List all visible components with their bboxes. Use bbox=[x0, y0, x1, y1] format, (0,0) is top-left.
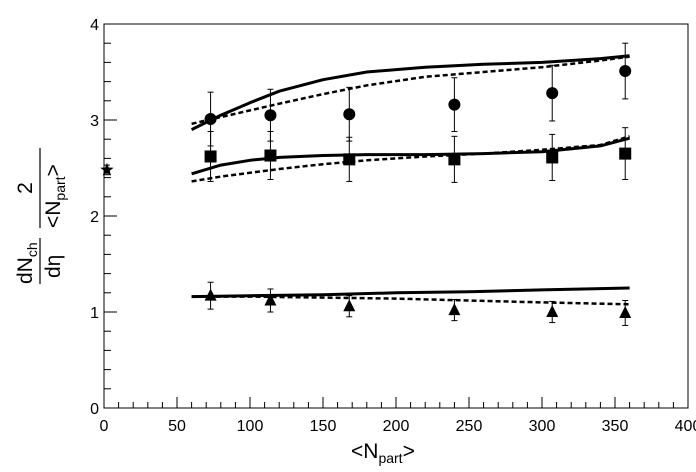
y-axis-title-numerator-sub: ch bbox=[24, 242, 40, 257]
x-tick-label: 350 bbox=[602, 418, 629, 435]
data-point-square bbox=[619, 147, 632, 160]
svg-text:<Npart>: <Npart> bbox=[351, 440, 415, 466]
model-curve-dashed bbox=[191, 295, 630, 306]
data-point-triangle bbox=[204, 288, 217, 301]
data-point-circle bbox=[619, 65, 632, 78]
x-tick-label: 100 bbox=[237, 418, 264, 435]
y-axis-title-factor-numerator: 2 bbox=[14, 182, 37, 194]
axis-ticks bbox=[103, 23, 689, 409]
data-point-circle bbox=[264, 109, 277, 122]
y-tick-label: 4 bbox=[90, 17, 99, 34]
y-axis-title-numerator: dN bbox=[14, 257, 37, 284]
x-tick-label: 200 bbox=[383, 418, 410, 435]
data-point-circle bbox=[343, 108, 356, 121]
svg-text:<Npart>: <Npart> bbox=[42, 164, 68, 228]
data-point-triangle bbox=[448, 303, 461, 316]
y-tick-label: 3 bbox=[90, 113, 99, 130]
model-curve-dashed bbox=[191, 55, 630, 126]
y-tick-label: 0 bbox=[90, 401, 99, 418]
y-axis-title-factor-denominator-suffix: > bbox=[42, 164, 65, 176]
svg-text:dNch: dNch bbox=[14, 242, 40, 284]
model-curve-solid bbox=[191, 286, 630, 299]
y-tick-label: 1 bbox=[90, 305, 99, 322]
x-tick-label: 300 bbox=[529, 418, 556, 435]
data-point-square bbox=[264, 149, 277, 162]
data-point-triangle bbox=[264, 293, 277, 306]
x-axis-title-main: <N bbox=[351, 440, 378, 463]
x-tick-label: 400 bbox=[675, 418, 696, 435]
y-axis-title: dNch dη 2 <Npart> bbox=[14, 148, 68, 284]
model-curve-solid bbox=[190, 54, 630, 131]
y-axis-title-factor-denominator: <N bbox=[42, 201, 65, 228]
data-point-square bbox=[448, 153, 461, 166]
data-point-circle bbox=[204, 113, 217, 126]
data-points bbox=[100, 42, 632, 326]
data-point-triangle bbox=[343, 299, 356, 312]
data-point-star bbox=[100, 162, 114, 176]
x-tick-label: 50 bbox=[168, 418, 186, 435]
y-tick-label: 2 bbox=[90, 209, 99, 226]
y-axis-title-denominator: dη bbox=[42, 255, 65, 278]
model-curve-solid bbox=[191, 136, 630, 176]
x-tick-label: 250 bbox=[456, 418, 483, 435]
y-axis-title-factor-denominator-sub: part bbox=[52, 176, 68, 200]
data-point-square bbox=[546, 151, 559, 164]
model-curve-dashed bbox=[191, 135, 630, 183]
data-point-triangle bbox=[619, 305, 632, 318]
data-point-square bbox=[204, 150, 217, 163]
model-curves bbox=[190, 54, 630, 306]
x-axis-title-suffix: > bbox=[403, 440, 415, 463]
x-axis-title-sub: part bbox=[378, 450, 402, 466]
data-point-circle bbox=[546, 87, 559, 100]
x-tick-label: 0 bbox=[100, 418, 109, 435]
data-point-square bbox=[343, 153, 356, 166]
data-point-triangle bbox=[546, 305, 559, 317]
axis-tick-labels: 0 50 100 150 200 250 300 350 400 0 1 2 3 4 bbox=[90, 17, 696, 435]
data-point-circle bbox=[448, 98, 461, 111]
x-axis-title: <Npart> bbox=[351, 440, 415, 466]
x-tick-label: 150 bbox=[310, 418, 337, 435]
